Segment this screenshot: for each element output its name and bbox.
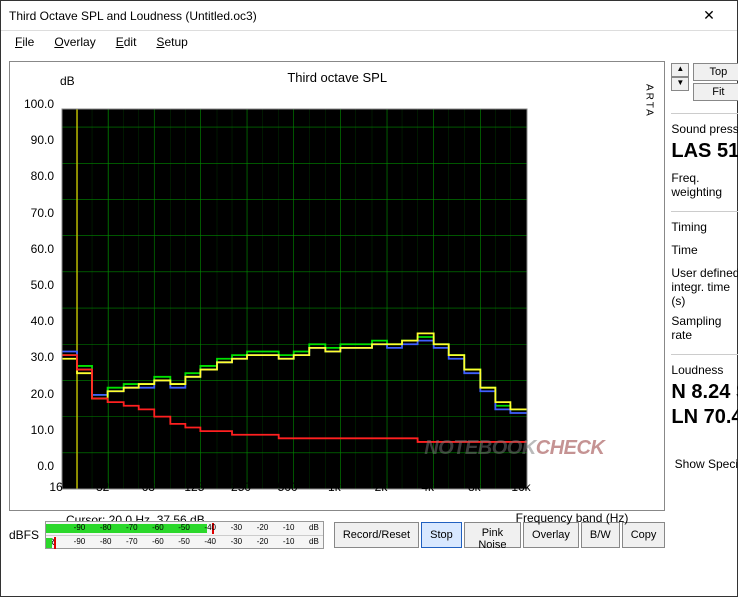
meter-row-right: R -90-80-70-60-50-40-30-20-10dB — [46, 536, 323, 550]
menu-edit[interactable]: Edit — [108, 33, 145, 51]
meter-r-fill — [46, 538, 52, 548]
title-bar: Third Octave SPL and Loudness (Untitled.… — [1, 1, 737, 31]
menu-bar: File Overlay Edit Setup — [1, 31, 737, 53]
loudness-phon: LN 70.43 Phon — [671, 406, 738, 429]
top-up-button[interactable]: ▲ — [671, 63, 689, 77]
loudness-section-title: Loudness — [671, 363, 738, 377]
timing-section-title: Timing — [671, 220, 738, 234]
meter-label: dBFS — [9, 528, 39, 542]
menu-overlay[interactable]: Overlay — [46, 33, 103, 51]
chart-title: Third octave SPL — [16, 70, 658, 85]
top-button[interactable]: Top — [693, 63, 738, 81]
weighting-label: Freq. weighting — [671, 171, 738, 199]
window-title: Third Octave SPL and Loudness (Untitled.… — [9, 9, 689, 23]
fit-button[interactable]: Fit — [693, 83, 738, 101]
spl-section-title: Sound pressure level — [671, 122, 738, 136]
chart-svg — [16, 87, 537, 509]
menu-setup[interactable]: Setup — [148, 33, 195, 51]
sr-label: Sampling rate — [671, 314, 738, 342]
udt-label: User defined integr. time (s) — [671, 266, 738, 308]
y-axis-label: dB — [60, 74, 75, 88]
time-label: Time — [671, 243, 697, 257]
meter-r-peak — [54, 537, 56, 549]
chart-panel: dB Third octave SPL ARTA 0.010.020.030.0… — [9, 61, 665, 511]
meter-row-left: L -90-80-70-60-50-40-30-20-10dB — [46, 522, 323, 536]
loudness-sone: N 8.24 Sone — [671, 381, 738, 404]
ssl-label: Show Specific Loudness — [675, 457, 738, 471]
menu-file[interactable]: File — [7, 33, 42, 51]
top-down-button[interactable]: ▼ — [671, 77, 689, 91]
chart-area[interactable] — [16, 87, 658, 509]
level-meter: L -90-80-70-60-50-40-30-20-10dB R -90-80… — [45, 521, 324, 549]
close-icon[interactable]: ✕ — [689, 7, 729, 24]
spl-value: LAS 51.79 dB — [671, 140, 738, 163]
